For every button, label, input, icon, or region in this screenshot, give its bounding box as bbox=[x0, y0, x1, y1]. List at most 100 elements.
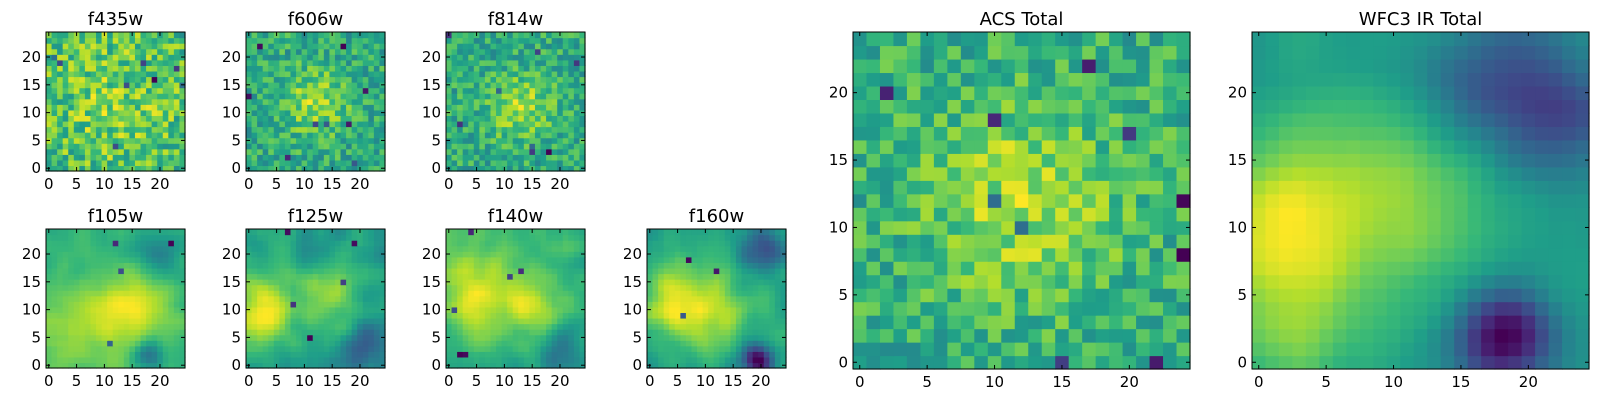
heatmap-cell bbox=[73, 267, 80, 275]
heatmap-cell bbox=[157, 98, 164, 105]
heatmap-cell bbox=[79, 273, 86, 280]
heatmap-cell bbox=[134, 32, 142, 39]
heatmap-cell bbox=[647, 301, 654, 308]
heatmap-cell bbox=[479, 43, 486, 50]
heatmap-cell bbox=[490, 329, 497, 336]
heatmap-cell bbox=[57, 159, 64, 167]
heatmap-cell bbox=[296, 279, 303, 286]
heatmap-cell bbox=[340, 301, 347, 308]
heatmap-cell bbox=[680, 323, 687, 330]
heatmap-cell bbox=[468, 317, 475, 325]
heatmap-cell bbox=[351, 120, 358, 128]
heatmap-cell bbox=[947, 153, 962, 168]
heatmap-cell bbox=[140, 98, 147, 105]
heatmap-cell bbox=[496, 240, 503, 247]
heatmap-cell bbox=[362, 234, 369, 241]
heatmap-cell bbox=[708, 290, 715, 297]
heatmap-cell bbox=[484, 267, 492, 275]
heatmap-cell bbox=[1095, 166, 1110, 181]
heatmap-cell bbox=[763, 245, 770, 252]
heatmap-cell bbox=[268, 284, 275, 291]
heatmap-cell bbox=[568, 132, 575, 139]
heatmap-cell bbox=[101, 37, 108, 44]
heatmap-cell bbox=[334, 245, 342, 252]
heatmap-cell bbox=[691, 334, 698, 341]
heatmap-cell bbox=[368, 32, 375, 39]
heatmap-cell bbox=[920, 288, 935, 303]
heatmap-cell bbox=[680, 240, 687, 247]
heatmap-cell bbox=[262, 148, 269, 155]
heatmap-cell bbox=[893, 180, 908, 195]
heatmap-cell bbox=[279, 132, 286, 139]
heatmap-cell bbox=[68, 115, 75, 122]
heatmap-cell bbox=[84, 273, 92, 280]
y-tick-label: 10 bbox=[623, 301, 642, 319]
heatmap-cell bbox=[90, 148, 97, 155]
heatmap-cell bbox=[379, 351, 386, 358]
heatmap-cell bbox=[123, 345, 130, 352]
heatmap-cell bbox=[780, 301, 787, 308]
heatmap-cell bbox=[562, 54, 569, 61]
heatmap-cell bbox=[157, 290, 164, 297]
heatmap-cell bbox=[529, 345, 536, 352]
heatmap-cell bbox=[129, 37, 136, 44]
heatmap-cell bbox=[96, 295, 103, 302]
heatmap-cell bbox=[101, 290, 108, 297]
heatmap-cell bbox=[334, 120, 342, 128]
heatmap-cell bbox=[573, 279, 581, 286]
heatmap-cell bbox=[579, 93, 586, 100]
heatmap-cell bbox=[157, 245, 164, 252]
heatmap-cell bbox=[490, 240, 497, 247]
heatmap-cells bbox=[246, 229, 386, 369]
heatmap-cell bbox=[57, 240, 64, 247]
heatmap-cell bbox=[257, 312, 264, 319]
heatmap-cell bbox=[334, 229, 342, 236]
heatmap-cell bbox=[146, 295, 153, 302]
heatmap-cell bbox=[362, 159, 369, 167]
heatmap-cell bbox=[468, 37, 475, 44]
heatmap-cell bbox=[763, 317, 770, 325]
heatmap-cell bbox=[457, 262, 464, 269]
panel-title: f606w bbox=[288, 9, 343, 30]
heatmap-cell bbox=[296, 148, 303, 155]
heatmap-cell bbox=[273, 351, 280, 358]
heatmap-cell bbox=[57, 48, 64, 55]
heatmap-cell bbox=[312, 345, 319, 352]
heatmap-cell bbox=[284, 301, 292, 308]
heatmap-cell bbox=[484, 229, 492, 236]
x-tick-label: 10 bbox=[495, 175, 514, 193]
x-tick-label: 20 bbox=[350, 175, 369, 193]
heatmap-cell bbox=[323, 356, 330, 364]
heatmap-cell bbox=[179, 43, 186, 50]
heatmap-cell bbox=[90, 340, 97, 347]
heatmap-cell bbox=[296, 126, 303, 133]
heatmap-cell bbox=[146, 362, 153, 369]
y-tick-label: 10 bbox=[422, 301, 441, 319]
heatmap-cell bbox=[246, 329, 253, 336]
heatmap-cell bbox=[468, 137, 475, 144]
heatmap-cell bbox=[101, 154, 108, 161]
heatmap-cell bbox=[674, 312, 681, 319]
heatmap-cell bbox=[90, 109, 97, 116]
heatmap-cell bbox=[134, 312, 142, 319]
heatmap-cell bbox=[501, 104, 508, 111]
heatmap-cell bbox=[518, 148, 525, 155]
heatmap-cell bbox=[719, 295, 726, 302]
heatmap-cell bbox=[551, 98, 558, 105]
heatmap-cell bbox=[318, 351, 325, 358]
heatmap-cell bbox=[351, 98, 358, 105]
heatmap-cell bbox=[118, 59, 125, 66]
heatmap-cell bbox=[146, 126, 153, 133]
heatmap-cell bbox=[307, 87, 314, 94]
heatmap-cell bbox=[691, 295, 698, 302]
heatmap-cell bbox=[518, 290, 525, 297]
heatmap-cell bbox=[118, 54, 125, 61]
heatmap-cell bbox=[562, 87, 569, 94]
heatmap-cell bbox=[546, 54, 553, 61]
heatmap-cell bbox=[512, 329, 519, 336]
heatmap-cell bbox=[323, 362, 330, 369]
heatmap-cell bbox=[46, 356, 53, 364]
heatmap-cell bbox=[680, 312, 687, 319]
heatmap-cell bbox=[1122, 234, 1137, 249]
heatmap-cell bbox=[157, 340, 164, 347]
